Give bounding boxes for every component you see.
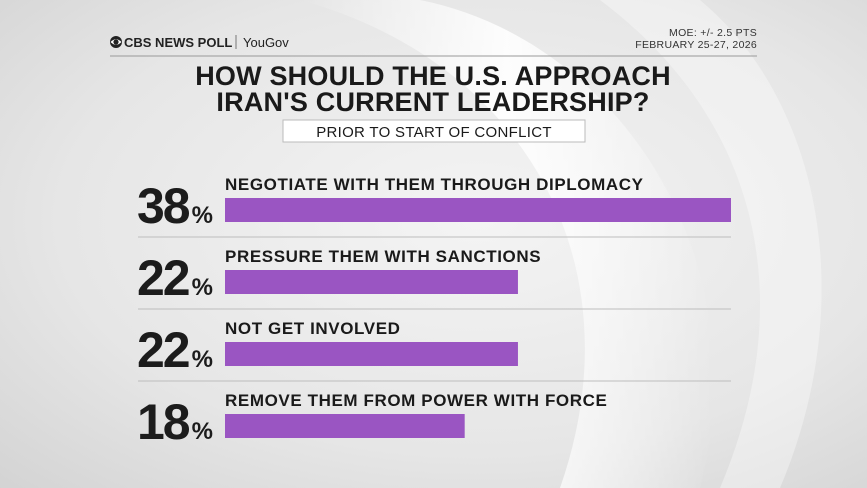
value-label: 38% [137, 178, 213, 234]
background-swoosh [300, 0, 715, 488]
value-label: 22% [137, 322, 213, 378]
partner: YouGov [243, 35, 289, 50]
category-label: NEGOTIATE WITH THEM THROUGH DIPLOMACY [225, 175, 644, 194]
subtitle-box [282, 119, 586, 143]
bar [225, 414, 465, 438]
chart-subtitle: PRIOR TO START OF CONFLICT [316, 124, 552, 141]
brand: CBS NEWS POLL [124, 35, 232, 50]
moe: MOE: +/- 2.5 PTS [669, 27, 757, 39]
bar [225, 198, 731, 222]
value-label: 18% [137, 394, 213, 450]
dates: FEBRUARY 25-27, 2026 [635, 39, 757, 51]
bar [225, 342, 518, 366]
bar [225, 270, 518, 294]
category-label: NOT GET INVOLVED [225, 319, 401, 338]
category-label: PRESSURE THEM WITH SANCTIONS [225, 247, 541, 266]
chart-title: IRAN'S CURRENT LEADERSHIP? [216, 87, 649, 117]
value-label: 22% [137, 250, 213, 306]
category-label: REMOVE THEM FROM POWER WITH FORCE [225, 391, 607, 410]
background-swoosh [600, 0, 822, 488]
cbs-logo [110, 36, 122, 48]
chart-title: HOW SHOULD THE U.S. APPROACH [195, 61, 671, 91]
